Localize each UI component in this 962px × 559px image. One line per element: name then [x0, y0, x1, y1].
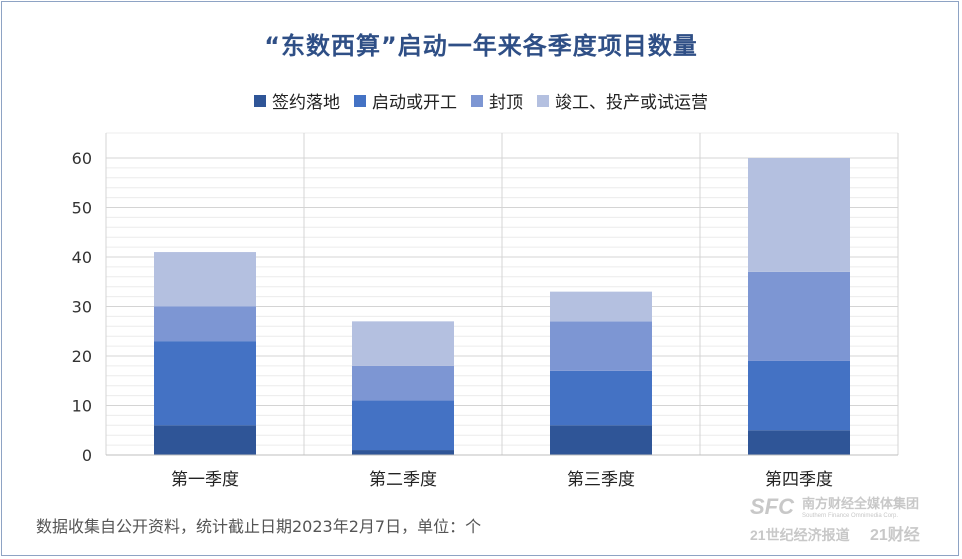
bar-segment — [550, 321, 652, 371]
legend: 签约落地 启动或开工 封顶 竣工、投产或试运营 — [0, 88, 962, 113]
legend-item: 启动或开工 — [354, 88, 457, 113]
footnote: 数据收集自公开资料，统计截止日期2023年2月7日，单位：个 — [36, 517, 482, 536]
legend-item: 竣工、投产或试运营 — [537, 88, 708, 113]
legend-label: 封顶 — [489, 93, 523, 113]
bar-segment — [352, 365, 454, 401]
bar-segment — [352, 321, 454, 366]
bar-segment — [154, 252, 256, 307]
y-tick-label: 10 — [72, 397, 92, 416]
bar-segment — [154, 306, 256, 342]
bar-segment — [550, 425, 652, 455]
x-tick-label: 第一季度 — [171, 470, 239, 490]
x-tick-label: 第三季度 — [567, 470, 635, 490]
bar-segment — [352, 400, 454, 451]
legend-item: 封顶 — [471, 88, 523, 113]
legend-label: 竣工、投产或试运营 — [555, 93, 708, 113]
legend-label: 启动或开工 — [372, 93, 457, 113]
y-tick-label: 40 — [72, 248, 92, 267]
brand-logo: SFC 南方财经全媒体集团 Southern Finance Omnimedia… — [750, 494, 920, 544]
svg-text:SFC: SFC — [750, 494, 795, 519]
y-tick-label: 30 — [72, 298, 92, 317]
y-tick-label: 60 — [72, 149, 92, 168]
bar-segment — [550, 291, 652, 322]
bar-segment — [748, 430, 850, 455]
y-tick-label: 0 — [82, 446, 92, 465]
bar-segment — [748, 158, 850, 272]
legend-swatch — [354, 94, 366, 107]
legend-label: 签约落地 — [272, 93, 340, 113]
bar-segment — [550, 370, 652, 426]
chart-title: “东数西算”启动一年来各季度项目数量 — [264, 32, 698, 60]
svg-text:南方财经全媒体集团: 南方财经全媒体集团 — [802, 496, 919, 511]
legend-swatch — [254, 94, 266, 107]
bar-segment — [154, 425, 256, 455]
y-tick-label: 50 — [72, 199, 92, 218]
bar-segment — [748, 271, 850, 361]
svg-text:Southern Finance Omnimedia Cor: Southern Finance Omnimedia Corp. — [802, 513, 898, 519]
svg-text:21财经: 21财经 — [870, 525, 920, 544]
svg-text:21世纪经济报道: 21世纪经济报道 — [750, 527, 850, 543]
bar-segment — [352, 450, 454, 455]
bar-segment — [748, 360, 850, 431]
legend-item: 签约落地 — [254, 88, 340, 113]
y-tick-label: 20 — [72, 347, 92, 366]
legend-swatch — [537, 94, 549, 107]
bar-segment — [154, 341, 256, 426]
x-tick-label: 第二季度 — [369, 470, 437, 490]
x-tick-label: 第四季度 — [765, 470, 833, 490]
legend-swatch — [471, 94, 483, 107]
